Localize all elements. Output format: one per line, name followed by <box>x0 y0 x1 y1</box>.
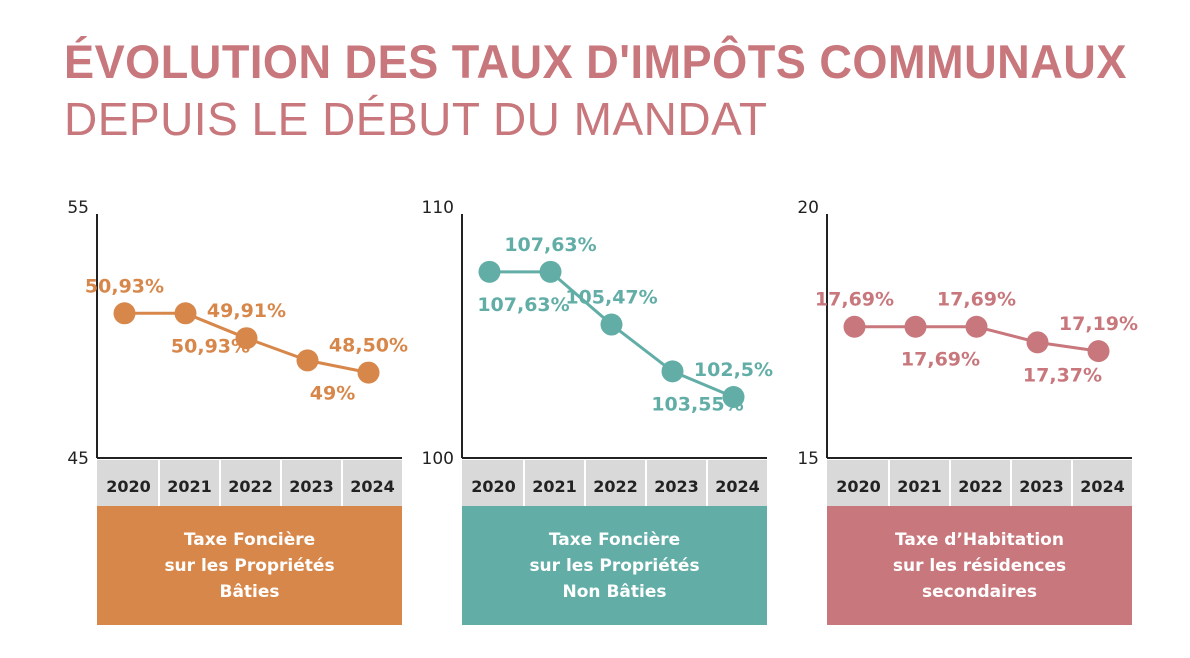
data-label: 17,69% <box>815 289 894 311</box>
year-cell <box>97 460 158 506</box>
data-label: 48,50% <box>329 335 408 357</box>
year-cell <box>647 460 706 506</box>
x-tick-label: 2020 <box>836 477 881 496</box>
x-tick-label: 2023 <box>654 477 699 496</box>
data-label: 50,93% <box>85 275 164 297</box>
x-tick-label: 2024 <box>350 477 395 496</box>
year-cell <box>343 460 402 506</box>
data-label: 17,19% <box>1059 313 1138 335</box>
y-tick-max: 110 <box>422 198 454 218</box>
year-cell <box>1012 460 1071 506</box>
year-cell <box>890 460 949 506</box>
y-tick-min: 45 <box>67 449 89 469</box>
year-cell <box>282 460 341 506</box>
year-cell <box>462 460 523 506</box>
year-cell <box>827 460 888 506</box>
x-tick-label: 2022 <box>228 477 273 496</box>
x-tick-label: 2020 <box>106 477 151 496</box>
x-tick-label: 2022 <box>593 477 638 496</box>
data-point <box>174 302 197 325</box>
year-cell <box>221 460 280 506</box>
page-title: ÉVOLUTION DES TAUX D'IMPÔTS COMMUNAUX <box>64 35 1127 88</box>
data-point <box>113 302 136 325</box>
data-point <box>661 360 684 383</box>
data-label: 105,47% <box>565 287 657 309</box>
x-tick-label: 2020 <box>471 477 516 496</box>
data-label: 17,69% <box>937 289 1016 311</box>
chart-title-box: Taxe d’Habitation sur les résidences sec… <box>827 506 1132 625</box>
x-tick-label: 2022 <box>958 477 1003 496</box>
data-label: 49% <box>310 382 355 404</box>
data-label: 107,63% <box>504 234 596 256</box>
chart-title: Taxe d’Habitation sur les résidences sec… <box>892 529 1067 602</box>
x-tick-label: 2024 <box>1080 477 1125 496</box>
chart-title-box: Taxe Foncière sur les Propriétés Non Bât… <box>462 506 767 625</box>
data-label: 17,69% <box>901 349 980 371</box>
year-cell <box>951 460 1010 506</box>
chart-title-box: Taxe Foncière sur les Propriétés Bâties <box>97 506 402 625</box>
data-point <box>965 315 988 338</box>
data-point <box>843 315 866 338</box>
x-tick-label: 2023 <box>289 477 334 496</box>
data-point <box>1026 331 1049 354</box>
year-cell <box>1073 460 1132 506</box>
y-tick-max: 20 <box>797 198 819 218</box>
x-tick-label: 2021 <box>532 477 577 496</box>
data-label: 102,5% <box>694 359 773 381</box>
chart-title: Taxe Foncière sur les Propriétés Non Bât… <box>529 529 700 602</box>
data-point <box>1087 340 1110 363</box>
chart-title: Taxe Foncière sur les Propriétés Bâties <box>164 529 335 602</box>
data-point <box>600 313 623 336</box>
data-point <box>904 315 927 338</box>
data-label: 49,91% <box>207 300 286 322</box>
y-tick-min: 100 <box>422 449 454 469</box>
data-point <box>357 361 380 384</box>
year-cell <box>160 460 219 506</box>
data-point <box>722 386 745 408</box>
page-subtitle: DEPUIS LE DÉBUT DU MANDAT <box>64 93 768 145</box>
year-cell <box>708 460 767 506</box>
x-tick-label: 2024 <box>715 477 760 496</box>
data-point <box>478 260 501 283</box>
x-tick-label: 2023 <box>1019 477 1064 496</box>
data-point <box>539 260 562 283</box>
data-label: 103,55% <box>651 393 743 415</box>
x-tick-label: 2021 <box>897 477 942 496</box>
x-tick-label: 2021 <box>167 477 212 496</box>
data-label: 17,37% <box>1023 364 1102 386</box>
year-cell <box>586 460 645 506</box>
y-tick-min: 15 <box>797 449 819 469</box>
y-tick-max: 55 <box>67 198 89 218</box>
data-point <box>296 349 319 372</box>
data-label: 50,93% <box>171 335 250 357</box>
data-label: 107,63% <box>477 294 569 316</box>
year-cell <box>525 460 584 506</box>
data-point <box>235 327 258 350</box>
